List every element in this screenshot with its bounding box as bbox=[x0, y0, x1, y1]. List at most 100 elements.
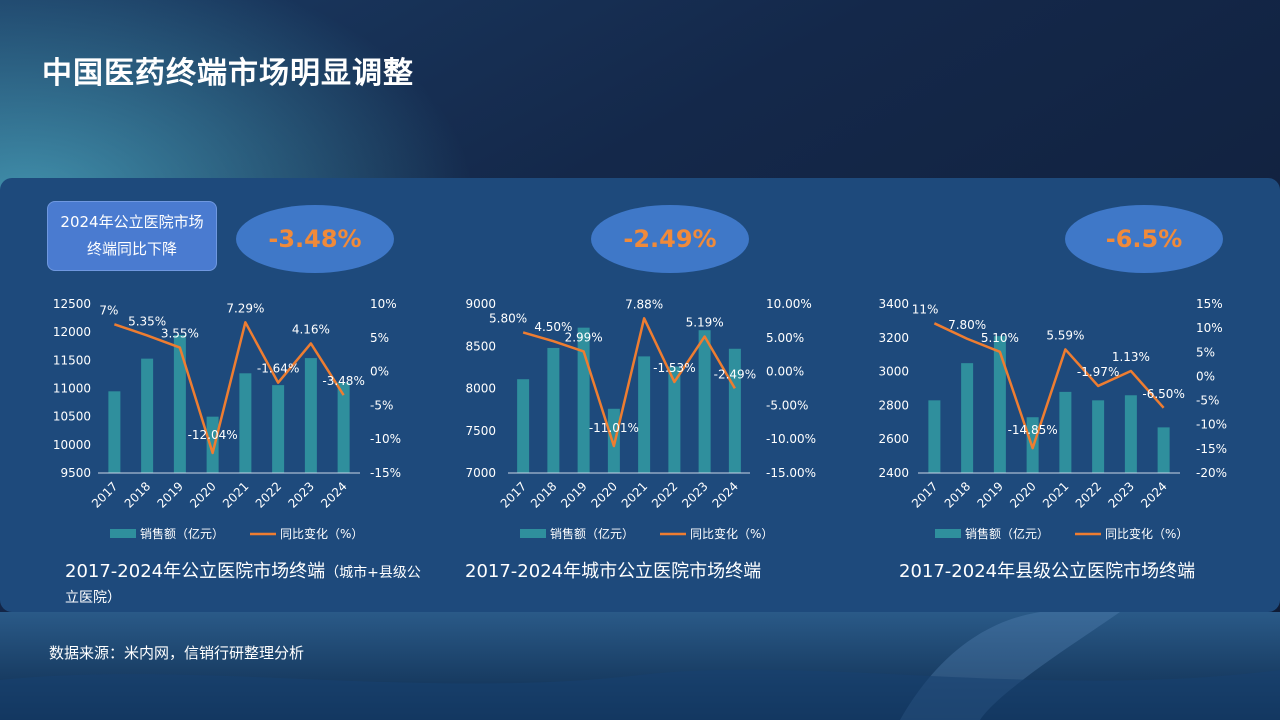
chart-3-title: 2017-2024年县级公立医院市场终端 bbox=[899, 560, 1259, 584]
badge-chart-3: -6.5% bbox=[1065, 205, 1223, 273]
chart-2-y-left-tick: 7000 bbox=[465, 466, 496, 480]
chart-3-x-tick: 2022 bbox=[1073, 479, 1104, 510]
chart-2-legend-bar-swatch bbox=[520, 529, 546, 538]
chart-3-legend-bar-label: 销售额（亿元） bbox=[965, 526, 1049, 541]
chart-3-y-right-tick: 10% bbox=[1196, 321, 1223, 335]
chart-3-x-tick: 2017 bbox=[909, 479, 940, 510]
chart-3-line-label: 5.10% bbox=[981, 331, 1019, 345]
chart-1-y-left-tick: 12500 bbox=[53, 297, 91, 311]
data-source-note: 数据来源：米内网，信销行研整理分析 bbox=[49, 644, 305, 662]
chart-1-y-right-tick: -10% bbox=[370, 432, 401, 446]
chart-1-x-tick: 2017 bbox=[89, 479, 120, 510]
chart-1-title-note: （城市+县级公立医院） bbox=[65, 565, 421, 606]
chart-2-title-main: 2017-2024年城市公立医院市场终端 bbox=[465, 561, 762, 582]
chart-3-bar bbox=[1059, 391, 1072, 473]
chart-2-legend-bar-label: 销售额（亿元） bbox=[550, 526, 634, 541]
chart-3-x-tick: 2018 bbox=[942, 479, 973, 510]
chart-2-y-left-tick: 8000 bbox=[465, 382, 496, 396]
chart-1-bar bbox=[173, 334, 186, 473]
chart-1-y-right-tick: 5% bbox=[370, 331, 389, 345]
chart-1-x-tick: 2023 bbox=[285, 479, 316, 510]
chart-1-y-right-tick: 10% bbox=[370, 297, 397, 311]
chart-3-line-series bbox=[933, 322, 1165, 450]
chart-3-line-label: -1.97% bbox=[1077, 365, 1119, 379]
chart-2-bar bbox=[517, 379, 530, 473]
chart-1-x-tick: 2024 bbox=[318, 479, 349, 510]
chart-3-y-left-tick: 3200 bbox=[878, 331, 909, 345]
chart-2-y-right-tick: 0.00% bbox=[766, 365, 804, 379]
chart-3-bar bbox=[993, 336, 1006, 473]
chart-1-bar bbox=[206, 416, 219, 473]
chart-1-line-label: 5.35% bbox=[128, 314, 166, 328]
chart-2-line-series bbox=[522, 317, 736, 448]
chart-1-x-tick: 2021 bbox=[220, 479, 251, 510]
chart-3-x-tick: 2024 bbox=[1138, 479, 1169, 510]
chart-1-bar bbox=[141, 358, 154, 473]
chart-1-line-label: -12.04% bbox=[188, 428, 238, 442]
badge-chart-1: -3.48% bbox=[236, 205, 394, 273]
chart-3-bar bbox=[961, 363, 974, 473]
chart-1-line-series bbox=[113, 321, 345, 455]
chart-2-bar bbox=[547, 347, 560, 473]
chart-1-legend-bar-swatch bbox=[110, 529, 136, 538]
chart-1-x-tick: 2022 bbox=[253, 479, 284, 510]
chart-3-y-left-tick: 2400 bbox=[878, 466, 909, 480]
chart-2-line-label: 2.99% bbox=[565, 330, 603, 344]
chart-3-line-label: 7.80% bbox=[948, 318, 986, 332]
chart-2-title: 2017-2024年城市公立医院市场终端 bbox=[465, 560, 825, 584]
chart-2-y-left-tick: 8500 bbox=[465, 339, 496, 353]
chart-2-y-left-tick: 9000 bbox=[465, 297, 496, 311]
chart-1-line-label: 7% bbox=[99, 303, 118, 317]
chart-1-y-right-tick: 0% bbox=[370, 365, 389, 379]
chart-2-y-left-tick: 7500 bbox=[465, 424, 496, 438]
chart-2-line-label: 7.88% bbox=[625, 297, 663, 311]
chart-1-bar bbox=[272, 385, 285, 473]
chart-2-line-label: -11.01% bbox=[589, 421, 639, 435]
chart-3-y-left-tick: 3400 bbox=[878, 297, 909, 311]
chart-3-bar bbox=[1157, 427, 1170, 473]
chart-3-y-right-tick: 0% bbox=[1196, 369, 1215, 383]
chart-2-line-label: 5.19% bbox=[686, 316, 724, 330]
chart-1-line-label: 4.16% bbox=[292, 322, 330, 336]
chart-3-line-label: 5.59% bbox=[1046, 328, 1084, 342]
chart-3-y-left-tick: 2600 bbox=[878, 432, 909, 446]
chart-1-line-label: -1.64% bbox=[257, 362, 299, 376]
page-title: 中国医药终端市场明显调整 bbox=[42, 56, 414, 91]
chart-2-x-tick: 2021 bbox=[619, 479, 650, 510]
chart-1-y-left-tick: 11000 bbox=[53, 382, 91, 396]
chart-3-bar bbox=[1124, 395, 1137, 473]
chart-1-bar bbox=[239, 373, 252, 473]
chart-3-title-main: 2017-2024年县级公立医院市场终端 bbox=[899, 561, 1196, 582]
chart-1-y-right-tick: -5% bbox=[370, 398, 393, 412]
chart-2-bar bbox=[698, 330, 711, 473]
chart-3-x-tick: 2019 bbox=[974, 479, 1005, 510]
chart-3-line-label: -6.50% bbox=[1142, 387, 1184, 401]
chart-3-y-right-tick: -5% bbox=[1196, 394, 1219, 408]
chart-2-x-tick: 2019 bbox=[558, 479, 589, 510]
chart-2-x-tick: 2018 bbox=[528, 479, 559, 510]
chart-2-bar bbox=[638, 356, 651, 473]
chart-3-y-left-tick: 3000 bbox=[878, 365, 909, 379]
chart-2-y-right-tick: -10.00% bbox=[766, 432, 816, 446]
callout-box: 2024年公立医院市场终端同比下降 bbox=[47, 201, 217, 271]
chart-2-legend-line-label: 同比变化（%） bbox=[690, 526, 773, 541]
chart-1-y-right-tick: -15% bbox=[370, 466, 401, 480]
chart-1-y-left-tick: 11500 bbox=[53, 353, 91, 367]
chart-1-y-left-tick: 10000 bbox=[53, 438, 91, 452]
chart-2-bar bbox=[728, 348, 741, 473]
chart-1-x-tick: 2019 bbox=[154, 479, 185, 510]
chart-2-x-tick: 2022 bbox=[649, 479, 680, 510]
chart-3-y-left-tick: 2800 bbox=[878, 398, 909, 412]
chart-3-line-label: 1.13% bbox=[1112, 350, 1150, 364]
chart-3-bar bbox=[1092, 400, 1105, 473]
chart-3-y-right-tick: -20% bbox=[1196, 466, 1227, 480]
chart-2-x-tick: 2024 bbox=[709, 479, 740, 510]
callout-text: 2024年公立医院市场终端同比下降 bbox=[60, 213, 204, 258]
chart-3-bar bbox=[928, 400, 941, 473]
chart-2-line-label: -2.49% bbox=[714, 367, 756, 381]
chart-1-y-left-tick: 12000 bbox=[53, 325, 91, 339]
chart-3-x-tick: 2021 bbox=[1040, 479, 1071, 510]
chart-2-y-right-tick: -15.00% bbox=[766, 466, 816, 480]
badge-chart-2: -2.49% bbox=[591, 205, 749, 273]
